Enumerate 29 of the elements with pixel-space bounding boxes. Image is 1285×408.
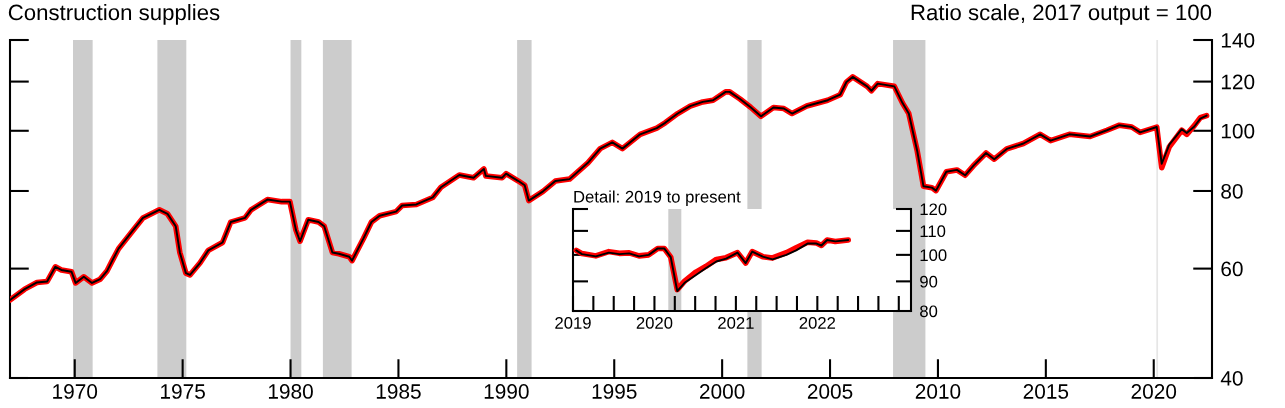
y-tick-label: 140 (1221, 33, 1255, 48)
chart-title: Construction supplies (8, 4, 220, 25)
y-tick-label: 80 (920, 305, 938, 318)
y-tick-label: 110 (920, 225, 946, 238)
x-tick-label: 2020 (1131, 384, 1177, 399)
y-tick-label: 60 (1221, 261, 1243, 277)
x-tick-label: 1970 (53, 384, 98, 399)
x-tick-label: 2022 (799, 317, 836, 329)
chart-title: Detail: 2019 to present (574, 190, 741, 206)
y-tick-label: 80 (1221, 183, 1243, 199)
x-tick-label: 2021 (718, 317, 754, 329)
x-tick-label: 1975 (161, 384, 205, 399)
x-tick-label: 1985 (376, 384, 421, 399)
x-tick-label: 2005 (807, 384, 853, 399)
x-tick-label: 1995 (592, 384, 637, 399)
y-tick-label: 40 (1220, 371, 1243, 386)
x-tick-label: 1980 (268, 384, 313, 399)
x-tick-label: 1990 (484, 384, 529, 399)
y-tick-label: 120 (920, 203, 947, 216)
x-tick-label: 2010 (915, 384, 961, 399)
y-tick-label: 100 (920, 249, 947, 262)
x-tick-label: 2000 (700, 384, 745, 399)
chart-subtitle: Ratio scale, 2017 output = 100 (911, 4, 1212, 25)
y-tick-label: 90 (920, 275, 938, 288)
x-tick-label: 2020 (636, 317, 673, 329)
x-tick-label: 2019 (555, 317, 591, 329)
y-tick-label: 120 (1221, 74, 1255, 90)
y-tick-label: 100 (1221, 123, 1255, 139)
x-tick-label: 2015 (1023, 384, 1069, 399)
